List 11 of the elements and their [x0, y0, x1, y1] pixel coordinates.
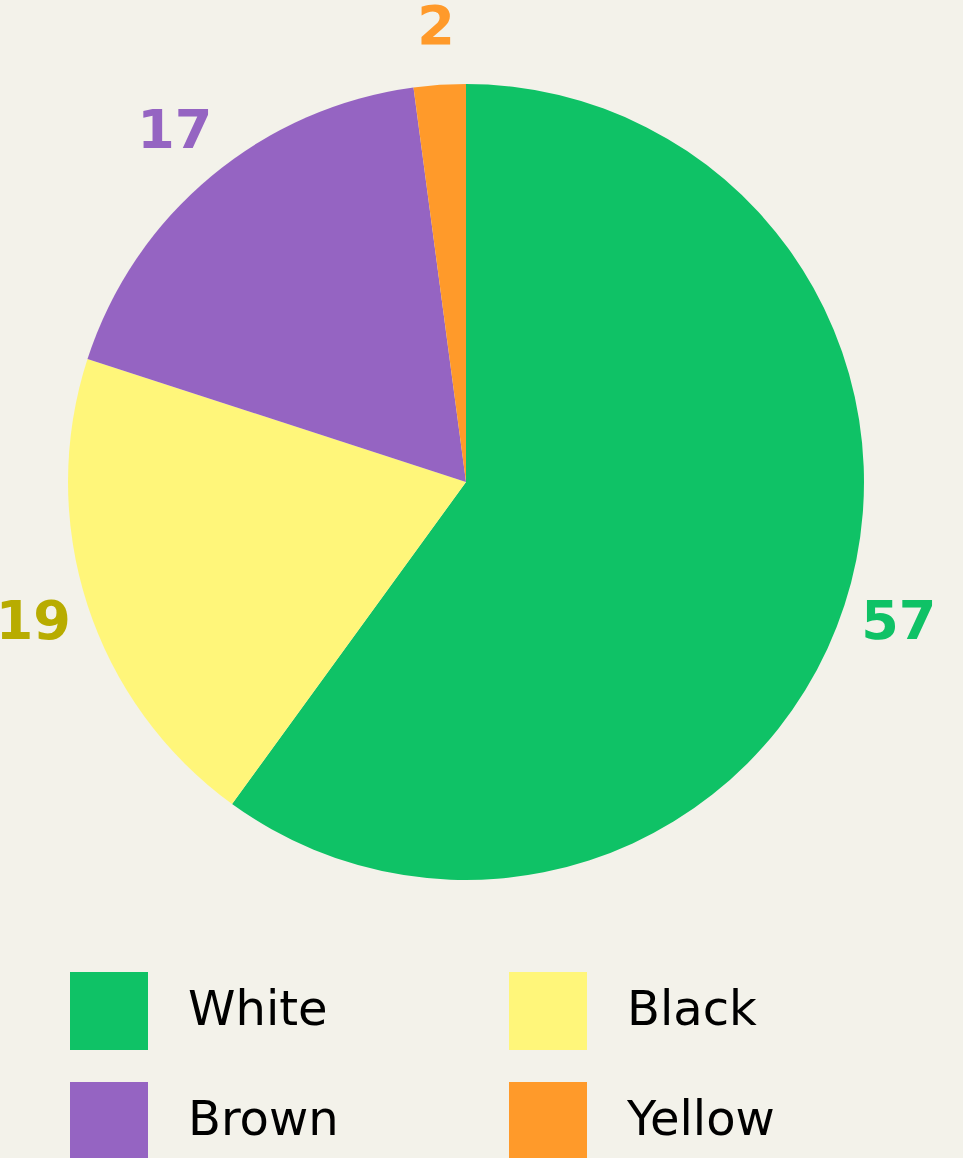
data-label: 57	[861, 588, 937, 652]
legend-label: Brown	[188, 1090, 339, 1146]
legend-label: White	[188, 980, 328, 1036]
pie-slice	[87, 87, 466, 482]
data-label: 17	[137, 98, 213, 162]
data-label: 2	[417, 0, 455, 57]
legend-label: Black	[627, 980, 758, 1036]
pie-slice	[68, 359, 466, 804]
legend-label: Yellow	[626, 1090, 775, 1146]
pie-slice	[232, 84, 864, 880]
data-label: 19	[0, 588, 71, 652]
